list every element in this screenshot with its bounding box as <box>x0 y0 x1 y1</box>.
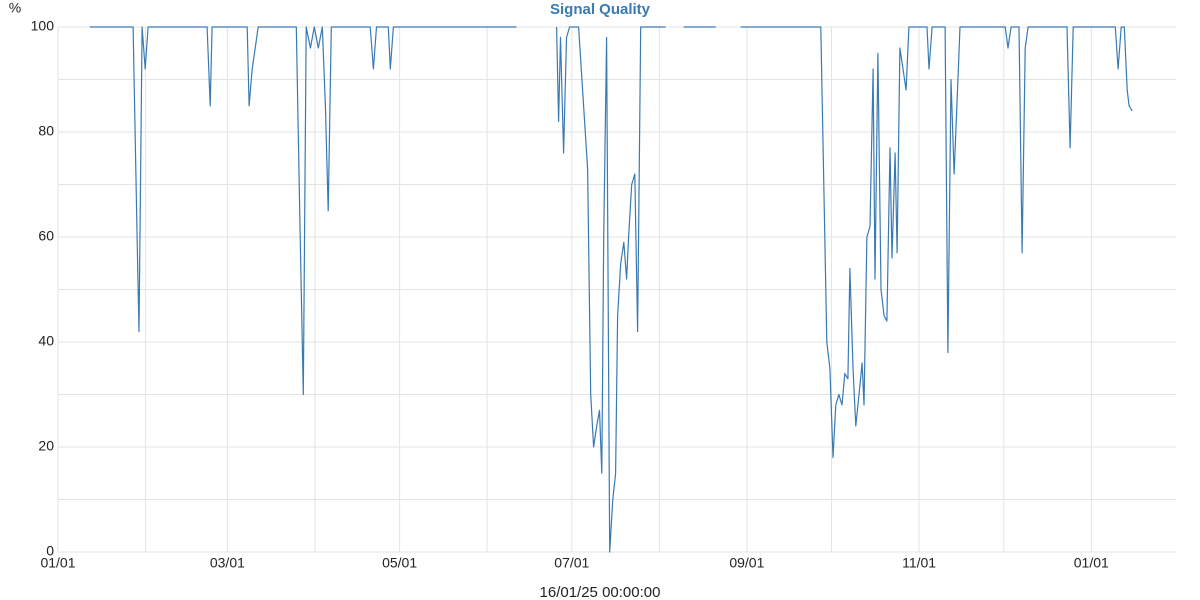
x-tick-label: 03/01 <box>210 555 245 571</box>
x-tick-label: 07/01 <box>554 555 589 571</box>
x-tick-label: 01/01 <box>40 555 75 571</box>
data-line <box>89 26 1133 553</box>
y-axis-label: % <box>9 0 21 16</box>
y-tick-label: 20 <box>38 438 54 454</box>
y-tick-label: 40 <box>38 333 54 349</box>
x-axis-label: 16/01/25 00:00:00 <box>540 584 661 600</box>
y-tick-label: 80 <box>38 123 54 139</box>
y-tick-label: 0 <box>46 543 54 559</box>
chart-title: Signal Quality <box>550 1 651 18</box>
x-tick-label: 01/01 <box>1074 555 1109 571</box>
x-tick-label: 11/01 <box>902 555 936 571</box>
x-tick-label: 09/01 <box>729 555 764 571</box>
y-tick-label: 60 <box>38 228 54 244</box>
x-tick-label: 05/01 <box>382 555 417 571</box>
y-tick-label: 100 <box>31 18 55 34</box>
